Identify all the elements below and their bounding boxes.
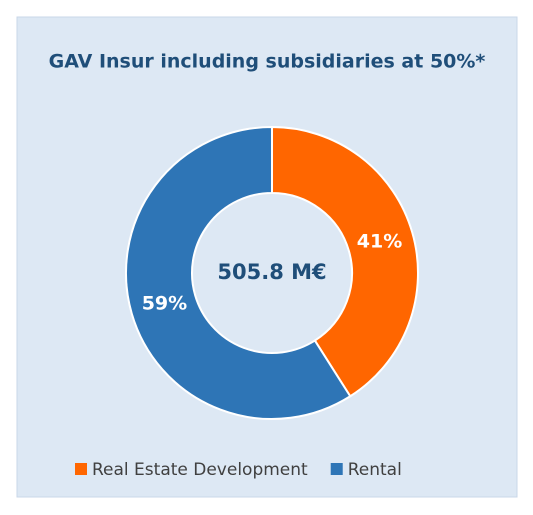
legend-swatch bbox=[75, 463, 87, 475]
center-label: 505.8 M€ bbox=[217, 260, 326, 284]
slice bbox=[271, 125, 419, 398]
legend-swatch bbox=[330, 463, 343, 475]
data-label: 59% bbox=[142, 293, 187, 315]
legend-label: Real Estate Development bbox=[92, 460, 308, 480]
slice bbox=[125, 125, 352, 420]
data-label: 41% bbox=[357, 230, 402, 252]
legend-label: Rental bbox=[348, 460, 402, 480]
chart-title: GAV Insur including subsidiaries at 50%* bbox=[49, 51, 486, 73]
panel bbox=[16, 16, 518, 498]
